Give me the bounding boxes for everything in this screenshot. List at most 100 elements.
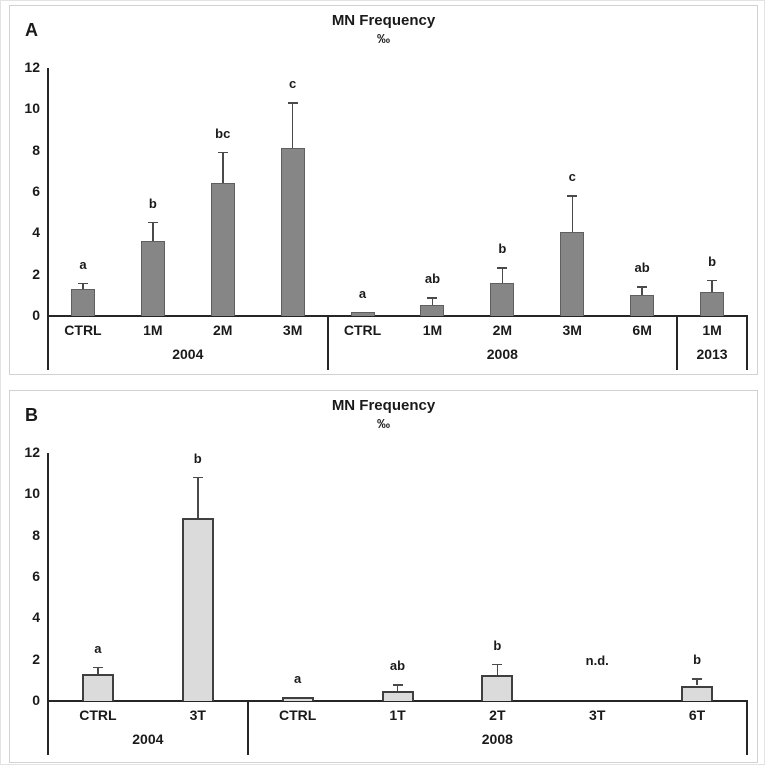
y-tick-label: 2 (32, 265, 40, 282)
bar (281, 696, 314, 701)
error-cap (77, 282, 88, 285)
category-label: 1M (702, 322, 722, 338)
error-bar (222, 151, 224, 183)
sig-label: ab (389, 658, 406, 674)
error-cap (637, 286, 648, 288)
sig-label: b (708, 253, 717, 269)
category-label: 3M (562, 322, 582, 338)
y-tick-label: 2 (32, 650, 40, 667)
bar (700, 292, 725, 316)
category-label: CTRL (343, 322, 382, 338)
category-label: CTRL (64, 322, 102, 338)
bar (280, 147, 305, 316)
bar (210, 182, 235, 316)
error-bar (496, 663, 499, 676)
y-tick-label: 10 (24, 100, 40, 117)
error-bar (501, 267, 504, 283)
category-label: CTRL (79, 707, 117, 723)
error-cap (497, 267, 508, 269)
sig-label: c (568, 169, 576, 185)
bar (181, 518, 214, 701)
y-tick-label: 12 (24, 444, 40, 460)
category-label: 2T (489, 707, 506, 723)
bar (70, 289, 95, 316)
axis-end-line (746, 701, 748, 755)
y-tick-label: 8 (32, 141, 40, 158)
sig-label: bc (215, 125, 231, 141)
y-axis-line (47, 68, 49, 370)
axis-end-line (746, 316, 748, 370)
error-cap (287, 102, 298, 104)
x-axis-line (47, 315, 748, 317)
error-bar (431, 297, 434, 305)
bar (630, 295, 655, 316)
category-label: 6M (632, 322, 652, 338)
sig-label: b (148, 195, 157, 211)
category-label: 2M (492, 322, 513, 338)
group-label: 2008 (486, 346, 518, 362)
category-label: 6T (688, 707, 706, 723)
error-bar (641, 286, 643, 296)
error-bar (711, 279, 713, 293)
group-label: 2004 (172, 346, 204, 362)
error-bar (571, 195, 573, 233)
bar (381, 690, 414, 701)
error-bar (152, 221, 154, 241)
category-label: 1M (422, 322, 443, 338)
bar (681, 685, 714, 701)
y-tick-label: 12 (24, 59, 40, 75)
error-bar (82, 282, 84, 290)
group-divider (326, 316, 329, 370)
error-cap (707, 279, 718, 282)
group-divider (246, 701, 249, 755)
group-divider (676, 316, 679, 370)
bar (481, 675, 514, 701)
sig-label: a (294, 670, 302, 686)
sig-label: c (289, 76, 297, 92)
error-cap (392, 684, 403, 686)
sig-label: ab (424, 271, 441, 287)
category-label: CTRL (278, 707, 317, 723)
error-bar (197, 476, 199, 519)
sig-label: b (498, 241, 507, 257)
error-bar (696, 678, 698, 686)
group-label: 2008 (481, 731, 513, 747)
error-bar (97, 666, 99, 675)
y-tick-label: 4 (32, 224, 40, 241)
y-tick-label: 10 (24, 485, 40, 502)
error-cap (427, 297, 438, 299)
error-cap (147, 221, 158, 224)
category-label: 3M (282, 322, 303, 338)
bar (350, 311, 375, 316)
chart-subtitle: ‰ (377, 30, 390, 46)
bar (140, 240, 165, 316)
panel-label: B (25, 405, 38, 425)
y-tick-label: 8 (32, 526, 40, 543)
sig-label: a (358, 285, 367, 301)
panel-a: A MN Frequency ‰ 0 2 4 6 8 10 12 2004 CTRL a 1M b 2M… (9, 5, 758, 375)
error-cap (567, 195, 578, 197)
x-axis-line (47, 700, 748, 702)
sig-label: ab (634, 260, 650, 276)
category-label: 2M (213, 322, 233, 338)
error-bar (291, 102, 294, 148)
error-cap (92, 666, 103, 669)
nd-label: n.d. (585, 653, 609, 668)
category-label: 1M (143, 322, 163, 338)
plot-area: 0 2 4 6 8 10 12 2004 CTRL a 1M b 2M bc 3M c 2008 CTRL a 1M a… (10, 6, 757, 374)
bar (420, 304, 445, 316)
error-cap (217, 151, 228, 154)
group-label: 2013 (696, 346, 728, 362)
group-label: 2004 (132, 731, 164, 747)
panel-label: A (25, 20, 38, 40)
y-axis-line (47, 453, 49, 755)
y-tick-label: 0 (32, 307, 40, 323)
error-bar (396, 684, 399, 691)
error-cap (192, 476, 203, 479)
bar (490, 282, 515, 316)
chart-header: MN Frequency ‰ (10, 12, 757, 47)
category-label: 3T (589, 707, 606, 723)
category-label: 1T (389, 707, 406, 723)
error-cap (492, 663, 503, 666)
